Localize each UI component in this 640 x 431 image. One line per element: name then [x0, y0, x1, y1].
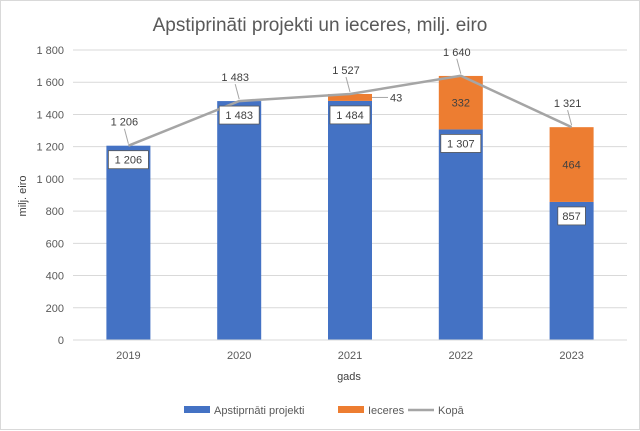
legend-label: Ieceres: [368, 405, 405, 417]
x-tick-label: 2022: [449, 350, 473, 362]
y-tick-label: 600: [46, 238, 64, 250]
data-label-projekti-box: [329, 105, 371, 125]
x-axis-ticks: 2019 2020 2021 2022 2023: [116, 350, 584, 362]
legend: Apstiprnāti projekti Ieceres Kopā: [184, 405, 465, 417]
y-tick-label: 1 200: [36, 142, 64, 154]
x-axis-label: gads: [337, 371, 361, 383]
y-tick-label: 800: [46, 206, 64, 218]
leader-line: [234, 83, 240, 100]
bars: [106, 75, 594, 341]
y-tick-label: 0: [58, 335, 64, 347]
y-tick-label: 1 400: [36, 109, 64, 121]
legend-swatch: [184, 406, 210, 413]
y-tick-label: 200: [46, 303, 64, 315]
bar-ieceres: [328, 93, 372, 101]
bar-apstiprinati-projekti: [328, 100, 372, 341]
y-tick-label: 400: [46, 271, 64, 283]
data-label-kopa: 1 527: [332, 65, 360, 77]
data-label-projekti-box: [108, 150, 149, 170]
y-tick-label: 1 600: [36, 77, 64, 89]
data-label-projekti: 1 484: [336, 110, 364, 122]
data-label-projekti: 1 206: [115, 155, 143, 167]
bar-ieceres: [549, 127, 594, 202]
data-label-projekti: 1 483: [225, 110, 253, 122]
data-label-kopa: 1 483: [221, 72, 249, 84]
data-label-kopa: 1 640: [443, 47, 471, 59]
bar-apstiprinati-projekti: [106, 145, 151, 340]
bar-ieceres: [438, 75, 483, 130]
leader-line: [456, 58, 462, 74]
bar-apstiprinati-projekti: [217, 101, 262, 340]
series-line-kopa: [127, 74, 573, 147]
data-label-kopa: 1 206: [111, 117, 139, 129]
data-label-ieceres: 43: [390, 92, 402, 104]
legend-label: Kopā: [438, 405, 465, 417]
data-label-projekti-box: [218, 105, 260, 125]
leader-line: [567, 110, 573, 126]
y-axis-label: milj. eiro: [17, 176, 29, 217]
data-label-kopa: 1 321: [554, 98, 582, 110]
x-tick-label: 2021: [338, 350, 362, 362]
leader-line: [123, 128, 129, 144]
legend-label: Apstiprnāti projekti: [214, 405, 305, 417]
y-axis-ticks: 0 200 400 600 800 1 000 1 200 1 400 1 600 1 800: [36, 45, 64, 347]
data-label-ieceres: 464: [562, 160, 580, 172]
leader-line: [345, 76, 351, 93]
chart-title: Apstiprināti projekti un ieceres, milj. …: [153, 15, 488, 36]
y-tick-label: 1 800: [36, 45, 64, 57]
data-label-projekti: 857: [562, 211, 580, 223]
y-tick-label: 1 000: [36, 174, 64, 186]
data-label-projekti-box: [440, 134, 482, 153]
x-tick-label: 2019: [116, 350, 140, 362]
data-label-projekti: 1 307: [447, 138, 475, 150]
total-line: [127, 74, 573, 147]
data-label-projekti-box: [557, 206, 586, 226]
data-label-ieceres: 332: [452, 98, 470, 110]
x-tick-label: 2023: [559, 350, 583, 362]
bar-apstiprinati-projekti: [438, 129, 483, 340]
x-tick-label: 2020: [227, 350, 251, 362]
data-labels: 1 206 1 483 1 484 1 307 857 43 332 464 1 206 1 48…: [108, 47, 586, 226]
legend-swatch: [338, 406, 364, 413]
